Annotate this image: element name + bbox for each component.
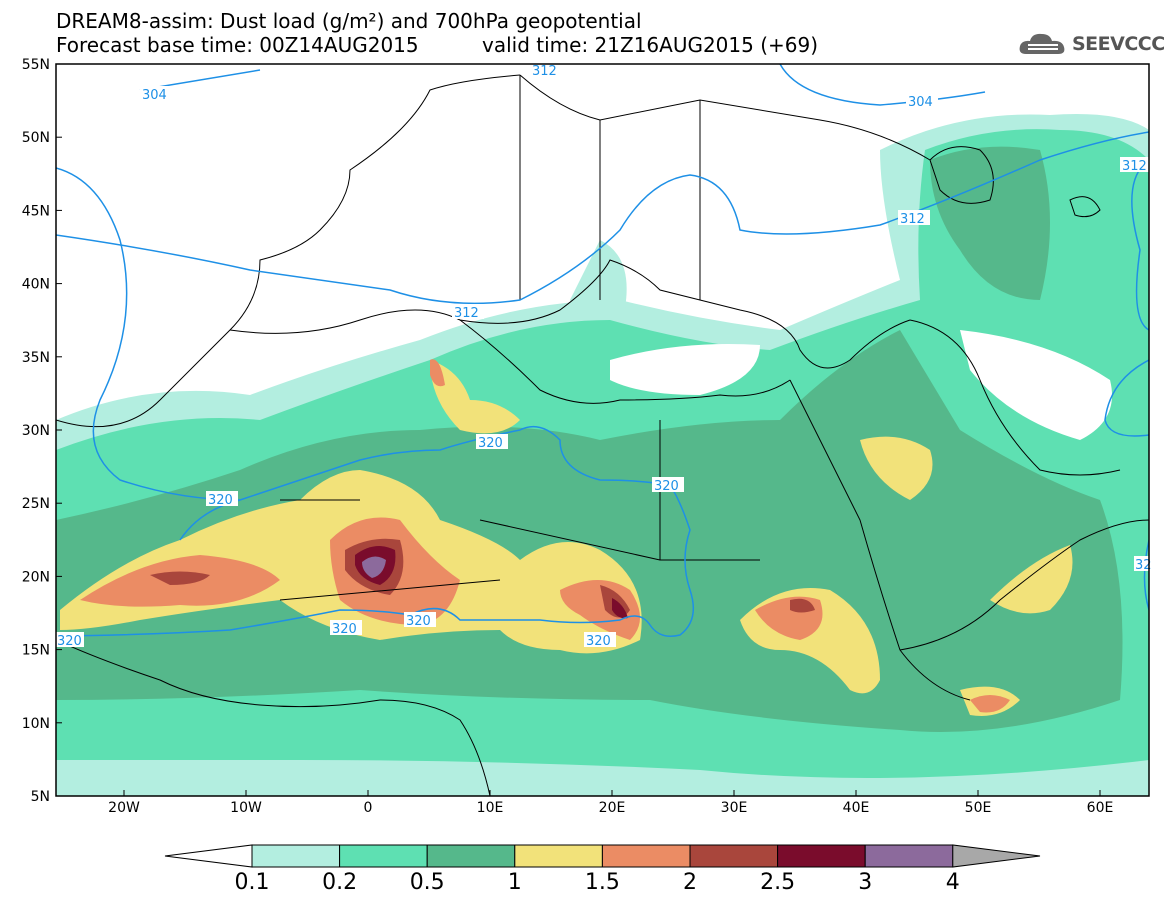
- longitude-label: 60E: [1087, 800, 1114, 816]
- contour-312-west: [56, 167, 241, 501]
- longitude-label: 0: [364, 800, 373, 816]
- contour-labels: 304 304 312 312 312 312 320 320 320 320 …: [56, 64, 1152, 649]
- colorbar-tick-label: 0.1: [234, 870, 270, 895]
- colorbar-max-arrow: [952, 844, 1041, 868]
- contour-label: 304: [908, 95, 933, 110]
- latitude-label: 50N: [22, 130, 50, 146]
- latitude-label: 55N: [22, 57, 50, 73]
- contour-label: 320: [478, 436, 503, 451]
- colorbar-tick-label: 4: [945, 870, 960, 895]
- colorbar-segment: [339, 844, 428, 868]
- contour-label: 312: [900, 212, 925, 227]
- longitude-label: 10E: [477, 800, 504, 816]
- latitude-label: 10N: [22, 716, 50, 732]
- dust-fields: [56, 64, 1149, 796]
- contour-label: 312: [532, 64, 557, 79]
- latitude-label: 5N: [31, 789, 50, 805]
- geopotential-contours: [56, 64, 1149, 637]
- contour-label: 320: [208, 493, 233, 508]
- longitude-label: 20W: [108, 800, 140, 816]
- contour-label: 320: [654, 479, 679, 494]
- contour-label: 320: [332, 622, 357, 637]
- colorbar-tick-label: 0.5: [409, 870, 445, 895]
- logo-text: SEEVCCC: [1072, 33, 1165, 55]
- contour-label: 320: [57, 634, 82, 649]
- cloud-logo-icon: [1019, 33, 1065, 54]
- contour-312-east: [1131, 159, 1149, 331]
- dust-field-3: [362, 556, 386, 578]
- contour-label: 320: [586, 634, 611, 649]
- latitude-label: 45N: [22, 203, 50, 219]
- colorbar-segment: [689, 844, 779, 868]
- longitude-label: 20E: [599, 800, 626, 816]
- colorbar-tick-label: 2: [683, 870, 697, 895]
- latitude-label: 20N: [22, 569, 50, 585]
- longitude-label: 40E: [843, 800, 870, 816]
- contour-312-upper: [56, 131, 1149, 305]
- dust-field-2: [150, 571, 210, 585]
- longitude-label: 30E: [721, 800, 748, 816]
- latitude-label: 30N: [22, 423, 50, 439]
- map-title: DREAM8-assim: Dust load (g/m²) and 700hP…: [56, 9, 642, 33]
- contour-32-east: [1143, 539, 1149, 611]
- latitude-labels: 55N 50N 45N 40N 35N 30N 25N 20N 15N 10N 5N: [22, 57, 50, 805]
- colorbar-tick-label: 3: [858, 870, 873, 895]
- longitude-labels: 20W 10W 0 10E 20E 30E 40E 50E 60E: [108, 800, 1113, 816]
- coastlines: [56, 74, 1149, 796]
- seevccc-logo: SEEVCCC: [1018, 30, 1165, 58]
- longitude-label: 10W: [230, 800, 262, 816]
- contour-label: 304: [142, 88, 167, 103]
- latitude-label: 40N: [22, 277, 50, 293]
- colorbar-segment: [777, 844, 866, 868]
- colorbar-segment: [251, 844, 341, 868]
- contour-label: 312: [454, 306, 479, 321]
- colorbar-segment: [864, 844, 954, 868]
- colorbar: [164, 844, 1041, 868]
- colorbar-tick-label: 1.5: [584, 870, 620, 895]
- colorbar-segment: [426, 844, 516, 868]
- forecast-base-time: Forecast base time: 00Z14AUG2015: [56, 33, 419, 57]
- contour-312-east2: [1104, 359, 1149, 437]
- colorbar-segment: [601, 844, 691, 868]
- contour-label: 320: [406, 614, 431, 629]
- latitude-label: 15N: [22, 643, 50, 659]
- colorbar-tick-label: 0.2: [322, 870, 358, 895]
- colorbar-tick-label: 1: [507, 870, 522, 895]
- contour-label: 32: [1135, 558, 1152, 573]
- latitude-label: 35N: [22, 350, 50, 366]
- axis-ticks: [56, 63, 1101, 797]
- colorbar-segment: [514, 844, 603, 868]
- contour-320: [56, 425, 695, 637]
- longitude-label: 50E: [965, 800, 992, 816]
- colorbar-tick-label: 2.5: [760, 870, 796, 895]
- latitude-label: 25N: [22, 496, 50, 512]
- contour-label: 312: [1122, 159, 1147, 174]
- contour-304-east: [779, 64, 986, 106]
- colorbar-min-arrow: [164, 844, 253, 868]
- valid-time: valid time: 21Z16AUG2015 (+69): [482, 33, 819, 57]
